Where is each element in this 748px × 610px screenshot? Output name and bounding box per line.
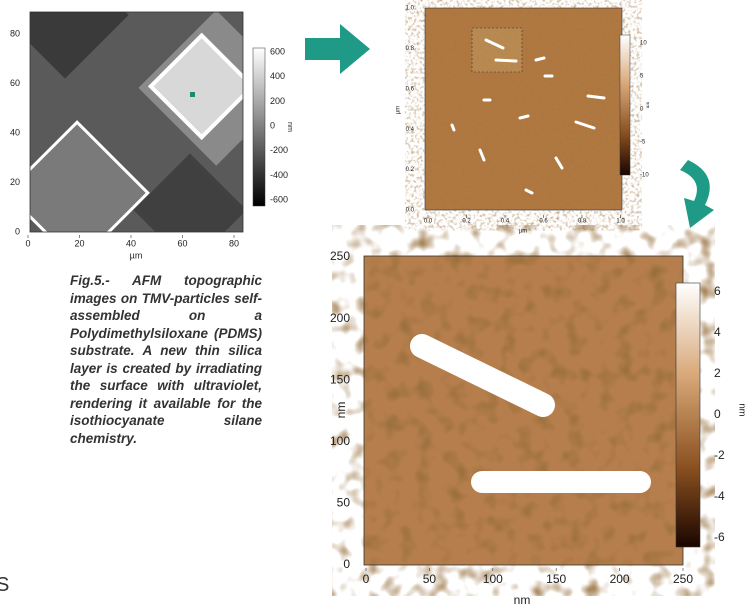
x-tick-label: 200	[610, 572, 630, 586]
y-tick-label: 0.2	[406, 167, 415, 173]
colorbar-tick-label: 400	[270, 71, 285, 81]
colorbar-label: nm	[736, 403, 747, 416]
afm-image-2	[425, 8, 630, 210]
x-axis-label: nm	[514, 593, 531, 607]
colorbar-tick-label: -600	[270, 195, 288, 205]
y-tick-label: 150	[330, 372, 350, 386]
x-tick-label: 0	[363, 572, 370, 586]
y-tick-label: 200	[330, 311, 350, 325]
colorbar-tick-label: 4	[714, 325, 721, 339]
y-tick-label: 0.4	[406, 127, 415, 133]
colorbar-tick-label: 5	[640, 74, 644, 80]
x-tick-label: 0.4	[501, 219, 510, 225]
y-tick-label: 0.6	[406, 86, 415, 92]
colorbar-tick-label: 2	[714, 366, 721, 380]
y-tick-label: 0	[343, 557, 350, 571]
x-tick-label: 40	[126, 238, 136, 248]
colorbar-tick-label: 10	[640, 41, 647, 47]
colorbar-tick-label: -5	[640, 140, 646, 146]
x-tick-label: 1.0	[616, 219, 625, 225]
y-tick-label: 0.0	[406, 208, 415, 214]
colorbar-tick-label: 0	[640, 107, 644, 113]
afm-image-3	[364, 256, 700, 565]
y-tick-label: 250	[330, 249, 350, 263]
colorbar-label: nm	[645, 102, 650, 109]
colorbar-tick-label: -2	[714, 448, 725, 462]
y-axis-label: nm	[334, 402, 348, 419]
x-tick-label: 50	[423, 572, 437, 586]
x-tick-label: 80	[229, 238, 239, 248]
colorbar-tick-label: -10	[640, 173, 649, 179]
x-tick-label: 20	[74, 238, 84, 248]
y-axis-label: µm	[396, 106, 402, 114]
y-tick-label: 50	[337, 496, 351, 510]
colorbar-tick-label: 600	[270, 46, 285, 56]
colorbar-label: nm	[286, 122, 295, 132]
y-tick-label: 40	[10, 127, 20, 137]
y-tick-label: 100	[330, 434, 350, 448]
y-tick-label: 0	[15, 226, 20, 236]
colorbar-tick-label: 200	[270, 96, 285, 106]
y-tick-label: 1.0	[406, 6, 415, 12]
colorbar-tick-label: 0	[714, 407, 721, 421]
caption: Fig.5.- AFM topographic images on TMV-pa…	[70, 272, 262, 447]
x-tick-label: 0.6	[539, 219, 548, 225]
figure: 0204060800204060806004002000-200-400-600…	[0, 0, 748, 610]
colorbar-tick-label: 6	[714, 284, 721, 298]
x-tick-label: 100	[483, 572, 503, 586]
colorbar-tick-label: -6	[714, 530, 725, 544]
y-tick-label: 20	[10, 177, 20, 187]
afm-image-1	[1, 0, 294, 267]
x-axis-label: µm	[130, 250, 143, 260]
x-tick-label: 60	[177, 238, 187, 248]
y-tick-label: 60	[10, 78, 20, 88]
colorbar-tick-label: -4	[714, 489, 725, 503]
y-tick-label: 0.8	[406, 46, 415, 52]
arrow-curved	[680, 160, 714, 228]
x-tick-label: 0.8	[578, 219, 587, 225]
colorbar-tick-label: -200	[270, 145, 288, 155]
text-fragment: S	[0, 574, 9, 597]
x-axis-label: µm	[519, 229, 527, 235]
colorbar-tick-label: -400	[270, 170, 288, 180]
x-tick-label: 0	[25, 238, 30, 248]
x-tick-label: 250	[673, 572, 693, 586]
y-tick-label: 80	[10, 28, 20, 38]
arrow-right	[305, 24, 370, 74]
x-tick-label: 150	[546, 572, 566, 586]
x-tick-label: 0.0	[424, 219, 433, 225]
x-tick-label: 0.2	[462, 219, 471, 225]
colorbar-tick-label: 0	[270, 120, 275, 130]
